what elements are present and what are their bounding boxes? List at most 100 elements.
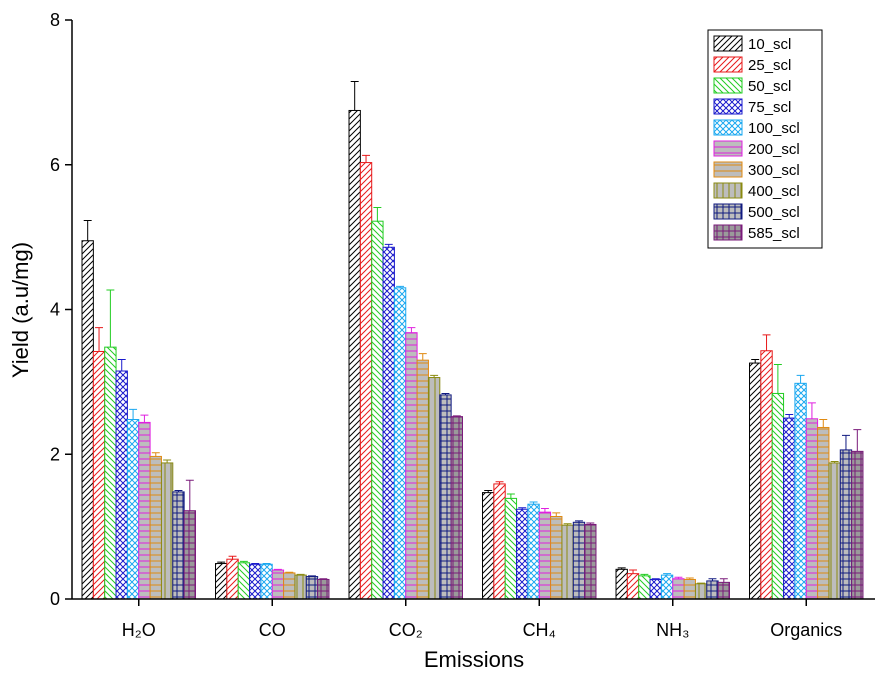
- legend-swatch: [713, 224, 743, 241]
- bar: [104, 346, 117, 600]
- error-bar: [163, 459, 172, 463]
- bar: [172, 491, 185, 600]
- error-bar: [552, 512, 561, 517]
- error-bar: [174, 489, 183, 492]
- error-bar: [529, 501, 538, 505]
- error-bar: [563, 523, 572, 526]
- bar: [405, 332, 418, 600]
- x-tick-label: H₂O: [122, 620, 156, 640]
- error-bar: [574, 520, 583, 523]
- bar: [550, 515, 563, 600]
- error-bar: [674, 576, 683, 579]
- x-tick-label: CO: [259, 620, 286, 640]
- error-bar: [651, 578, 660, 580]
- bar: [527, 503, 540, 600]
- y-tick-label: 4: [50, 300, 60, 320]
- error-bar: [151, 452, 160, 457]
- bar: [160, 462, 174, 600]
- bar: [649, 578, 662, 600]
- bar: [294, 574, 307, 600]
- error-bar: [273, 568, 282, 571]
- x-axis-title: Emissions: [424, 647, 524, 672]
- bar: [317, 578, 330, 600]
- bar: [249, 563, 262, 600]
- bar: [393, 287, 407, 600]
- error-bar: [697, 582, 706, 584]
- error-bar: [95, 327, 104, 352]
- error-bar: [506, 493, 515, 499]
- error-bar: [373, 206, 382, 222]
- bar: [794, 382, 807, 600]
- bar: [482, 492, 495, 600]
- bar: [717, 581, 730, 600]
- error-bar: [239, 560, 248, 563]
- legend-label: 300_scl: [748, 162, 800, 179]
- legend-swatch: [713, 98, 743, 115]
- bar: [749, 362, 762, 600]
- error-bar: [285, 571, 294, 573]
- error-bar: [407, 327, 416, 333]
- bar: [439, 394, 452, 600]
- y-tick-label: 2: [50, 444, 60, 464]
- legend-swatch: [713, 182, 743, 199]
- error-bar: [540, 508, 549, 513]
- error-bar: [396, 285, 405, 288]
- error-bar: [751, 358, 760, 364]
- bar: [851, 450, 864, 600]
- bar: [450, 416, 463, 600]
- error-bar: [319, 578, 328, 580]
- bar: [694, 583, 708, 600]
- bar: [283, 572, 296, 600]
- bar: [626, 573, 640, 600]
- error-bar: [307, 575, 316, 577]
- legend-label: 100_scl: [748, 120, 800, 137]
- error-bar: [140, 414, 149, 423]
- error-bar: [586, 522, 595, 525]
- bar: [183, 510, 196, 600]
- error-bar: [106, 289, 115, 348]
- legend-label: 200_scl: [748, 141, 800, 158]
- y-tick-label: 8: [50, 10, 60, 30]
- bar: [493, 483, 506, 600]
- bar: [839, 449, 853, 600]
- bar: [771, 392, 785, 600]
- bar: [828, 462, 841, 600]
- bar: [706, 580, 719, 600]
- bar: [215, 563, 228, 600]
- legend-swatch: [713, 119, 743, 136]
- error-bar: [629, 569, 638, 574]
- y-tick-label: 6: [50, 155, 60, 175]
- bar: [615, 568, 628, 600]
- error-bar: [663, 573, 672, 576]
- error-bar: [484, 489, 493, 493]
- error-bar: [762, 334, 771, 351]
- legend-label: 585_scl: [748, 225, 800, 242]
- bar: [660, 574, 674, 600]
- error-bar: [117, 358, 126, 372]
- error-bar: [83, 219, 92, 241]
- legend-label: 400_scl: [748, 183, 800, 200]
- error-bar: [819, 419, 828, 428]
- error-bar: [841, 434, 850, 450]
- bar: [305, 576, 319, 600]
- y-tick-label: 0: [50, 589, 60, 609]
- error-bar: [296, 573, 305, 576]
- bar: [348, 109, 361, 600]
- bar: [683, 578, 696, 600]
- legend-label: 25_scl: [748, 57, 791, 74]
- error-bar: [384, 243, 393, 248]
- legend-label: 500_scl: [748, 204, 800, 221]
- bar: [260, 563, 273, 600]
- bar: [516, 508, 529, 600]
- error-bar: [708, 578, 717, 581]
- bar: [237, 562, 251, 600]
- bar: [783, 417, 796, 600]
- x-tick-label: NH₃: [656, 620, 689, 640]
- error-bar: [518, 507, 527, 510]
- error-bar: [418, 353, 427, 361]
- error-bar: [685, 577, 694, 580]
- bar: [805, 418, 819, 600]
- bar: [817, 426, 830, 600]
- legend-swatch: [713, 35, 743, 52]
